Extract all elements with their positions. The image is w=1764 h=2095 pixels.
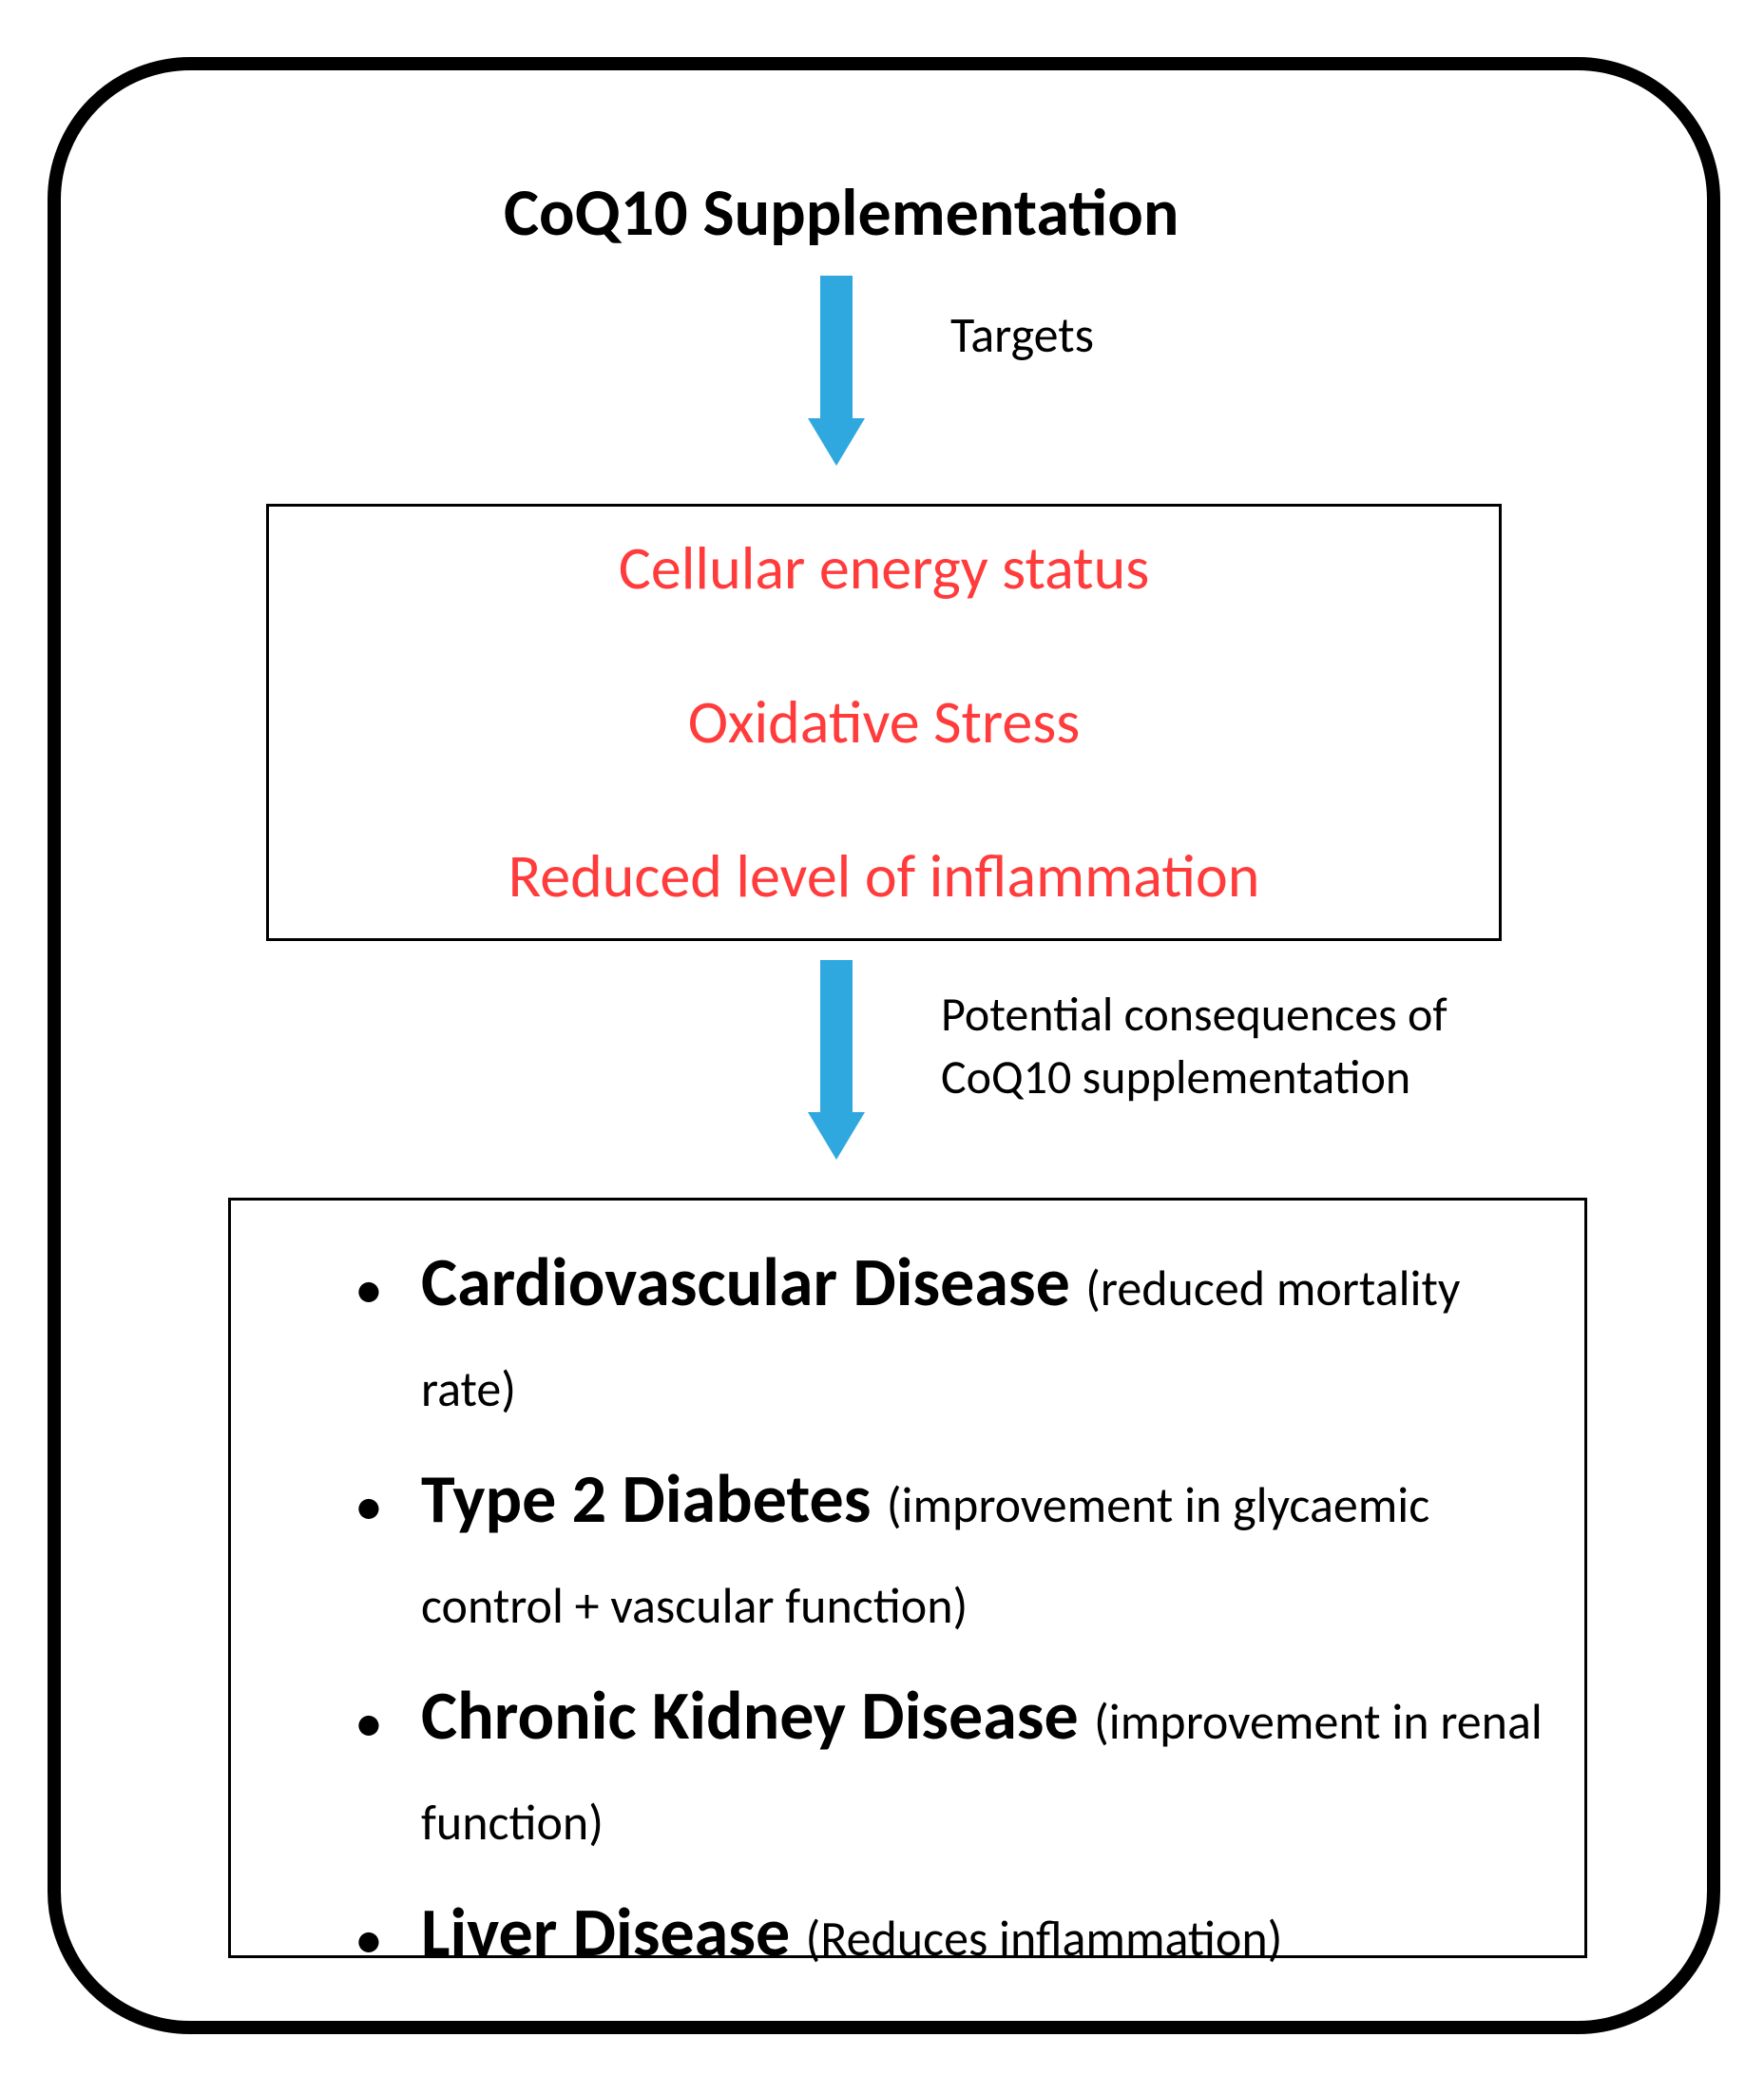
arrow-consequences-label-line: CoQ10 supplementation: [941, 1047, 1448, 1109]
outcome-item: Chronic Kidney Disease (improvement in r…: [421, 1672, 1546, 1879]
outcome-item: Liver Disease (Reduces inflammation): [421, 1889, 1546, 1995]
outcome-item: Type 2 Diabetes (improvement in glycaemi…: [421, 1455, 1546, 1663]
targets-line: Oxidative Stress: [688, 685, 1081, 759]
arrow-targets: [808, 276, 865, 466]
outcome-main: Cardiovascular Disease: [421, 1240, 1085, 1324]
arrow-consequences-label: Potential consequences ofCoQ10 supplemen…: [941, 984, 1448, 1109]
targets-line: Cellular energy status: [619, 531, 1150, 605]
outcomes-box: Cardiovascular Disease (reduced mortalit…: [228, 1198, 1587, 1958]
outcomes-list: Cardiovascular Disease (reduced mortalit…: [231, 1201, 1584, 1995]
outcome-main: Liver Disease: [421, 1891, 805, 1974]
outcome-paren: (Reduces inflammation): [805, 1908, 1282, 1969]
outcome-main: Type 2 Diabetes: [421, 1457, 887, 1541]
targets-box: Cellular energy status Oxidative Stress Re…: [266, 504, 1502, 941]
arrow-targets-label: Targets: [950, 304, 1094, 365]
targets-line: Reduced level of inflammation: [508, 839, 1260, 913]
diagram-title: CoQ10 Supplementation: [504, 171, 1179, 253]
outcome-item: Cardiovascular Disease (reduced mortalit…: [421, 1239, 1546, 1446]
diagram-canvas: CoQ10 Supplementation Targets Cellular e…: [0, 0, 1764, 2095]
outcome-main: Chronic Kidney Disease: [421, 1674, 1094, 1758]
arrow-consequences: [808, 960, 865, 1160]
arrow-consequences-label-line: Potential consequences of: [941, 984, 1448, 1047]
